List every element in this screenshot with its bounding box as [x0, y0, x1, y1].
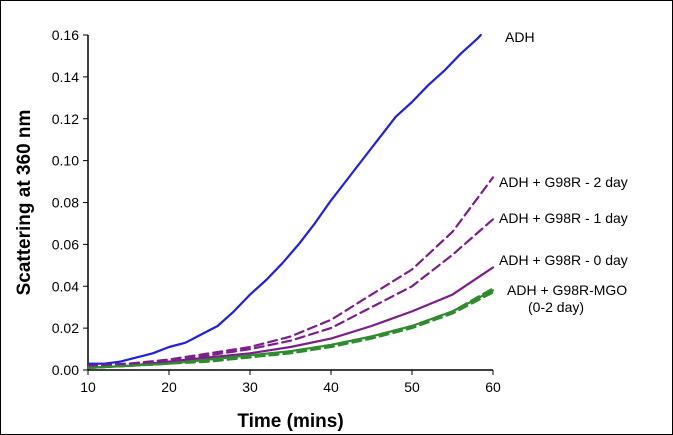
y-tick-label: 0.00	[52, 362, 79, 378]
x-tick-label: 30	[242, 379, 258, 395]
series-line-0	[86, 33, 482, 365]
x-tick-label: 60	[485, 379, 501, 395]
y-tick-label: 0.08	[52, 195, 79, 211]
annotation-g98r-1day: ADH + G98R - 1 day	[499, 210, 628, 226]
x-tick-label: 20	[161, 379, 177, 395]
x-tick-label: 40	[323, 379, 339, 395]
series-line-2	[86, 218, 495, 367]
y-tick-label: 0.04	[52, 278, 79, 294]
annotation-g98r-0day: ADH + G98R - 0 day	[499, 252, 628, 268]
annotation-adh: ADH	[505, 29, 535, 45]
annotation-layer: ADH ADH + G98R - 2 day ADH + G98R - 1 day A…	[499, 29, 628, 315]
y-tick-label: 0.02	[52, 320, 79, 336]
y-tick-label: 0.10	[52, 153, 79, 169]
annotation-g98r-mgo: ADH + G98R-MGO	[507, 282, 627, 298]
y-tick-label: 0.06	[52, 236, 79, 252]
series-line-1	[86, 176, 495, 367]
series-line-3	[86, 266, 495, 369]
axes: 10 20 30 40 50 60 0.00 0.02 0.04 0.06 0.08 0.10 0.12…	[52, 27, 501, 395]
y-tick-label: 0.14	[52, 69, 79, 85]
annotation-g98r-2day: ADH + G98R - 2 day	[499, 174, 628, 190]
x-tick-label: 10	[80, 379, 96, 395]
series-line-5	[86, 287, 495, 369]
y-tick-label: 0.12	[52, 111, 79, 127]
annotation-g98r-mgo-line2: (0-2 day)	[528, 299, 584, 315]
x-axis-title: Time (mins)	[237, 411, 343, 432]
x-tick-label: 50	[404, 379, 420, 395]
y-axis-title: Scattering at 360 nm	[14, 110, 35, 296]
y-tick-label: 0.16	[52, 27, 79, 43]
series-layer	[86, 33, 495, 369]
series-line-6	[86, 291, 495, 369]
